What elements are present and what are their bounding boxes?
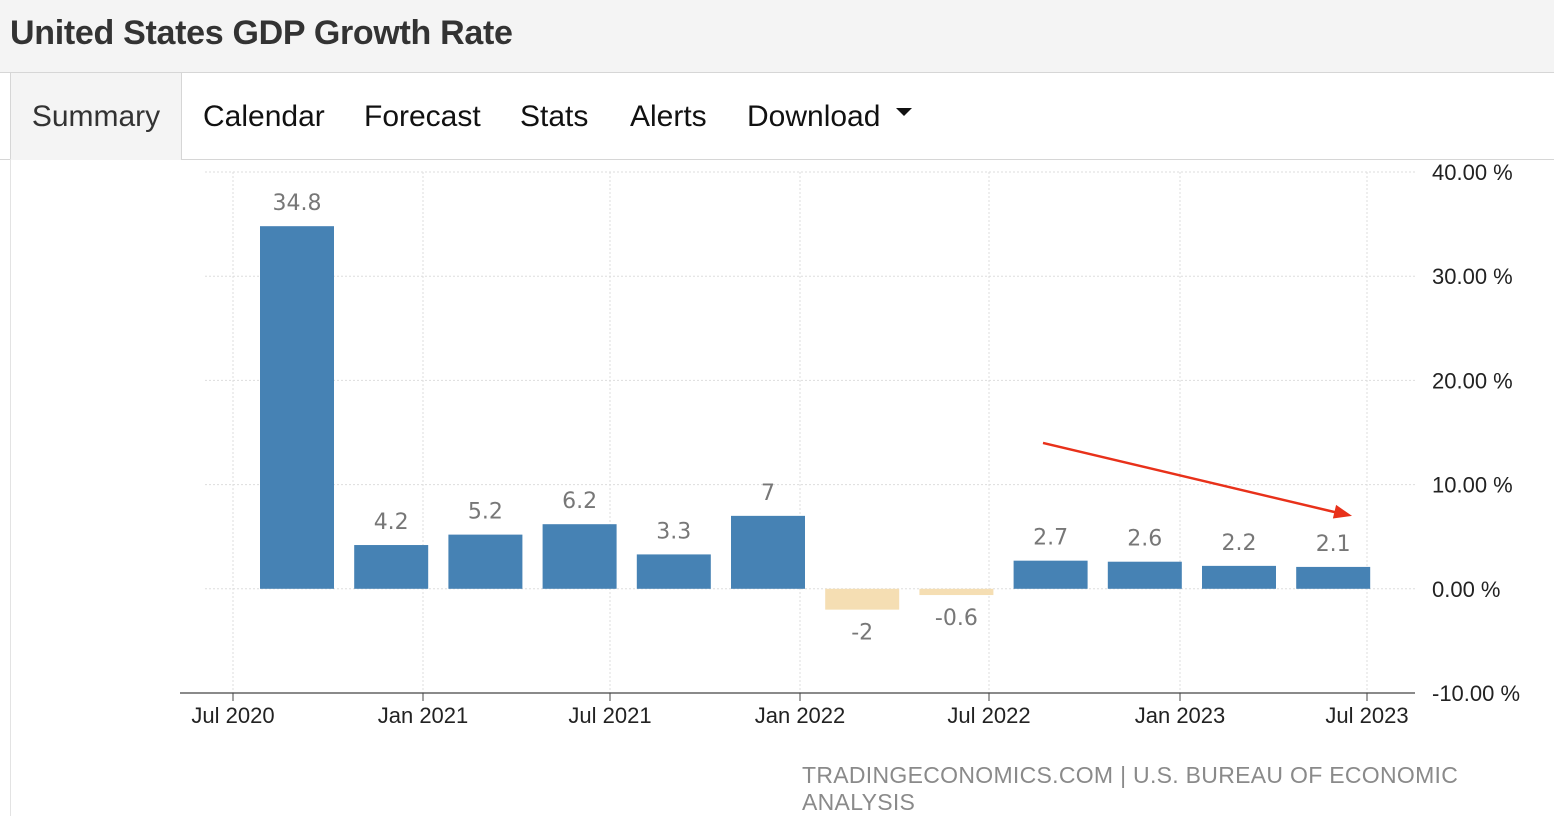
data-label: 2.2 bbox=[1222, 531, 1257, 556]
source-attribution: TRADINGECONOMICS.COM | U.S. BUREAU OF EC… bbox=[802, 762, 1459, 815]
data-label: 2.7 bbox=[1033, 526, 1068, 551]
panel-border bbox=[0, 159, 11, 816]
bar-q4-2021 bbox=[731, 515, 805, 589]
tab-bar: Summary Calendar Forecast Stats Alerts D… bbox=[0, 73, 1554, 160]
tab-summary[interactable]: Summary bbox=[10, 73, 182, 160]
data-label: 5.2 bbox=[468, 500, 503, 525]
x-tick-label: Jan 2023 bbox=[1135, 703, 1226, 728]
y-tick-label: 30.00 % bbox=[1432, 264, 1513, 289]
x-tick-label: Jul 2023 bbox=[1325, 703, 1408, 728]
tab-forecast[interactable]: Forecast bbox=[364, 100, 481, 133]
tab-stats[interactable]: Stats bbox=[520, 100, 589, 133]
bar-q4-2020 bbox=[354, 545, 429, 589]
data-label: 7 bbox=[761, 481, 775, 506]
bar-q2-2022 bbox=[919, 588, 994, 596]
tab-calendar[interactable]: Calendar bbox=[203, 100, 325, 133]
data-label: -0.6 bbox=[935, 606, 978, 631]
y-tick-label: 0.00 % bbox=[1432, 577, 1501, 602]
x-tick-label: Jul 2021 bbox=[568, 703, 651, 728]
data-label: 34.8 bbox=[273, 191, 322, 216]
bar-q1-2022 bbox=[825, 588, 900, 610]
chart-annotation bbox=[1042, 441, 1352, 519]
trend-arrow-head-icon bbox=[1332, 504, 1352, 519]
caret-down-icon bbox=[896, 108, 913, 117]
bar-q1-2023 bbox=[1202, 565, 1276, 589]
y-tick-label: 20.00 % bbox=[1432, 368, 1513, 393]
tab-download[interactable]: Download bbox=[747, 73, 913, 159]
x-tick-label: Jul 2022 bbox=[947, 703, 1030, 728]
chart-bars bbox=[260, 226, 1371, 610]
bar-q3-2022 bbox=[1013, 560, 1088, 589]
x-tick-label: Jan 2022 bbox=[755, 703, 846, 728]
y-tick-label: 10.00 % bbox=[1432, 473, 1513, 498]
tab-alerts[interactable]: Alerts bbox=[630, 100, 707, 133]
x-tick-label: Jul 2020 bbox=[191, 703, 274, 728]
data-label: -2 bbox=[851, 621, 873, 646]
bar-q2-2023 bbox=[1296, 566, 1371, 589]
chart-axes: 40.00 % 30.00 % 20.00 % 10.00 % 0.00 % -10.00… bbox=[180, 160, 1520, 728]
page-header: United States GDP Growth Rate bbox=[0, 0, 1554, 73]
bar-q2-2021 bbox=[542, 524, 617, 589]
data-label: 2.1 bbox=[1316, 532, 1351, 557]
bar-q1-2021 bbox=[448, 534, 523, 589]
x-tick-label: Jan 2021 bbox=[378, 703, 469, 728]
bar-q3-2021 bbox=[636, 554, 711, 589]
chart-gridlines bbox=[205, 171, 1415, 694]
y-tick-label: -10.00 % bbox=[1432, 681, 1520, 706]
data-label: 4.2 bbox=[374, 510, 409, 535]
y-tick-label: 40.00 % bbox=[1432, 160, 1513, 185]
tab-download-label: Download bbox=[747, 100, 881, 133]
data-label: 6.2 bbox=[562, 489, 597, 514]
page-title: United States GDP Growth Rate bbox=[10, 14, 513, 52]
chart-data-labels: 34.8 4.2 5.2 6.2 3.3 7 -2 -0.6 2.7 2.6 2.2 2.1 bbox=[273, 191, 1351, 645]
bar-q3-2020 bbox=[260, 226, 334, 589]
data-label: 2.6 bbox=[1127, 527, 1162, 552]
data-label: 3.3 bbox=[656, 519, 691, 544]
trend-arrow-line bbox=[1042, 441, 1339, 515]
bar-q4-2022 bbox=[1107, 561, 1182, 589]
